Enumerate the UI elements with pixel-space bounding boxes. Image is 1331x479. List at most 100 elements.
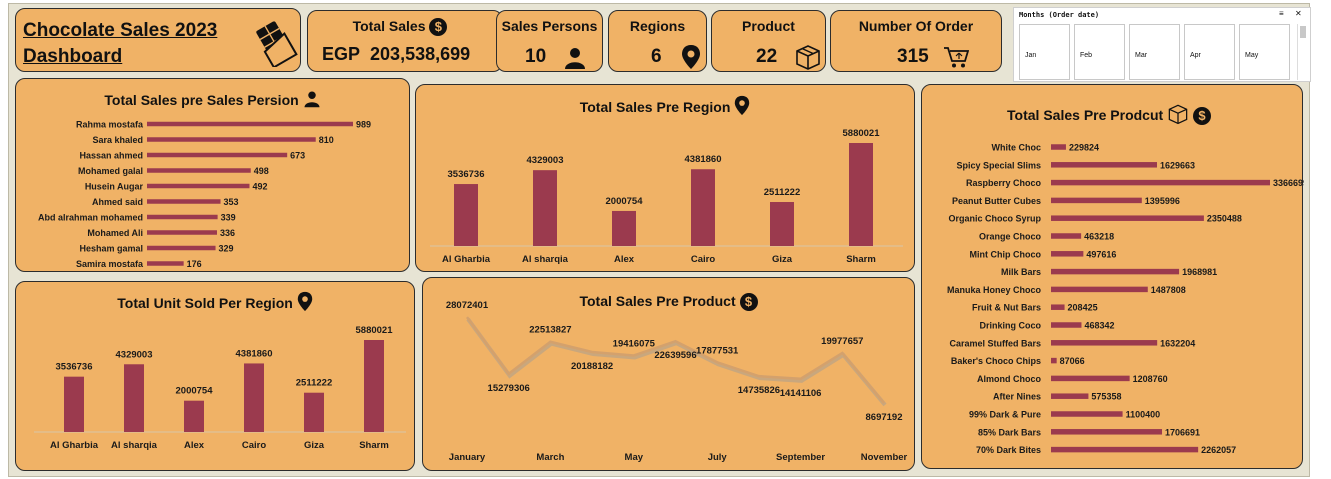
data-label: 4329003	[116, 349, 153, 360]
category-label: Cairo	[691, 254, 715, 265]
data-label: 5880021	[356, 325, 394, 336]
kpi-product: Product 22	[711, 10, 826, 72]
data-label: 1706691	[1165, 427, 1200, 437]
kpi-product-value: 22	[756, 46, 778, 67]
slicer-item[interactable]: Apr	[1184, 24, 1235, 80]
bar	[1051, 268, 1180, 275]
panel-units-region-title: Total Unit Sold Per Region	[117, 295, 293, 311]
category-label: Al Gharbia	[50, 440, 99, 451]
dashboard: Chocolate Sales 2023 Dashboard Total Sal…	[8, 3, 1311, 477]
x-tick-label: March	[536, 452, 564, 463]
chart-units-region: 3536736 Al Gharbia 4329003 Al sharqia 200075…	[34, 325, 406, 451]
data-label: 4381860	[685, 154, 722, 165]
panel-sales-person: Total Sales pre Sales Persion Rahma most…	[15, 78, 410, 272]
kpi-regions-label: Regions	[629, 18, 686, 34]
category-label: Spicy Special Slims	[956, 160, 1041, 170]
kpi-sales-persons: Sales Persons 10	[496, 10, 603, 72]
data-label: 1395996	[1145, 196, 1180, 206]
data-label: 810	[319, 135, 334, 145]
category-label: Sharm	[359, 440, 389, 451]
data-label: 575358	[1091, 392, 1121, 402]
chart-sales-person: Rahma mostafa 989 Sara khaled 810 Hassan ahm…	[38, 120, 371, 270]
bar	[1051, 340, 1158, 346]
bar	[454, 184, 478, 246]
bar	[1051, 233, 1082, 239]
data-label: 176	[187, 259, 202, 269]
data-label: 20188182	[571, 361, 613, 372]
category-label: Hesham gamal	[79, 244, 143, 254]
bar	[770, 202, 794, 246]
chart-sales-product: White Choc 229824 Spicy Special Slims 16296…	[947, 143, 1304, 456]
person-icon	[565, 48, 585, 69]
dashboard-title: Chocolate Sales 2023 Dashboard	[23, 18, 217, 70]
data-label: 2350488	[1207, 214, 1242, 224]
category-label: Samira mostafa	[76, 259, 144, 269]
bar	[147, 230, 217, 235]
category-label: Giza	[304, 440, 325, 451]
bar	[612, 210, 636, 246]
bar	[1051, 411, 1123, 417]
data-label: 492	[252, 182, 267, 192]
category-label: Alex	[184, 440, 205, 451]
data-label: 19416075	[613, 338, 656, 349]
kpi-regions: Regions 6	[608, 10, 707, 72]
slicer-scrollbar[interactable]	[1297, 24, 1307, 80]
data-label: 3536736	[56, 362, 93, 373]
slicer-item[interactable]: Jan	[1019, 24, 1070, 80]
slicer-multiselect-icon[interactable]: ≡	[1279, 9, 1284, 18]
map-pin-icon	[735, 95, 750, 116]
category-label: Al sharqia	[522, 254, 569, 265]
currency-label: EGP	[322, 44, 361, 64]
data-label: 17877531	[696, 345, 739, 356]
data-label: 1487808	[1151, 285, 1186, 295]
data-label: 208425	[1068, 303, 1098, 313]
data-label: 1632204	[1160, 338, 1195, 348]
panel-sales-region-title: Total Sales Pre Region	[579, 99, 731, 115]
category-label: Fruit & Nut Bars	[972, 303, 1041, 313]
box-icon	[796, 45, 820, 70]
slicer-title: Months (Order date)	[1019, 11, 1100, 19]
slicer-item[interactable]: May	[1239, 24, 1290, 80]
bar	[147, 261, 184, 266]
months-slicer[interactable]: Months (Order date) ≡ ✕ Jan Feb Mar Apr …	[1013, 7, 1311, 82]
data-label: 2511222	[296, 378, 332, 389]
bar	[244, 363, 264, 432]
data-label: 336	[220, 228, 235, 238]
data-label: 463218	[1084, 232, 1114, 242]
bar	[147, 199, 221, 204]
data-label: 353	[224, 197, 239, 207]
cart-icon	[944, 47, 969, 68]
map-pin-icon	[297, 291, 312, 312]
category-label: Drinking Coco	[979, 321, 1041, 331]
category-label: Sara khaled	[92, 135, 143, 145]
kpi-orders-label: Number Of Order	[858, 18, 974, 34]
category-label: 70% Dark Bites	[976, 445, 1041, 455]
data-label: 14735826	[738, 385, 780, 396]
category-label: Husein Augar	[85, 182, 144, 192]
data-label: 989	[356, 120, 371, 130]
data-label: 15279306	[488, 383, 530, 394]
data-label: 673	[290, 151, 305, 161]
data-label: 5880021	[843, 128, 881, 139]
data-label: 3366699	[1273, 178, 1304, 188]
panel-sales-month: Total Sales Pre Product $ 28072401 152793…	[422, 277, 915, 471]
bar	[1051, 304, 1065, 310]
data-label: 8697192	[866, 412, 903, 423]
slicer-clear-filter-icon[interactable]: ✕	[1295, 9, 1302, 18]
slicer-item[interactable]: Feb	[1074, 24, 1125, 80]
category-label: Sharm	[846, 254, 876, 265]
bar	[147, 137, 316, 142]
x-tick-label: January	[449, 452, 486, 463]
bar	[1051, 215, 1204, 221]
chart-sales-region: 3536736 Al Gharbia 4329003 Al sharqia 200075…	[430, 128, 903, 265]
kpi-total-sales-value: 203,538,699	[370, 44, 471, 64]
series-line	[465, 316, 885, 404]
bar	[147, 121, 353, 127]
data-label: 14141106	[780, 388, 822, 399]
panel-sales-product: Total Sales Pre Prodcut $ White Choc 2298…	[921, 84, 1304, 469]
bar	[1051, 375, 1130, 382]
slicer-item[interactable]: Mar	[1129, 24, 1180, 80]
kpi-total-sales-label: Total Sales	[352, 18, 426, 34]
bar	[147, 168, 251, 173]
data-label: 22639596	[654, 350, 696, 361]
